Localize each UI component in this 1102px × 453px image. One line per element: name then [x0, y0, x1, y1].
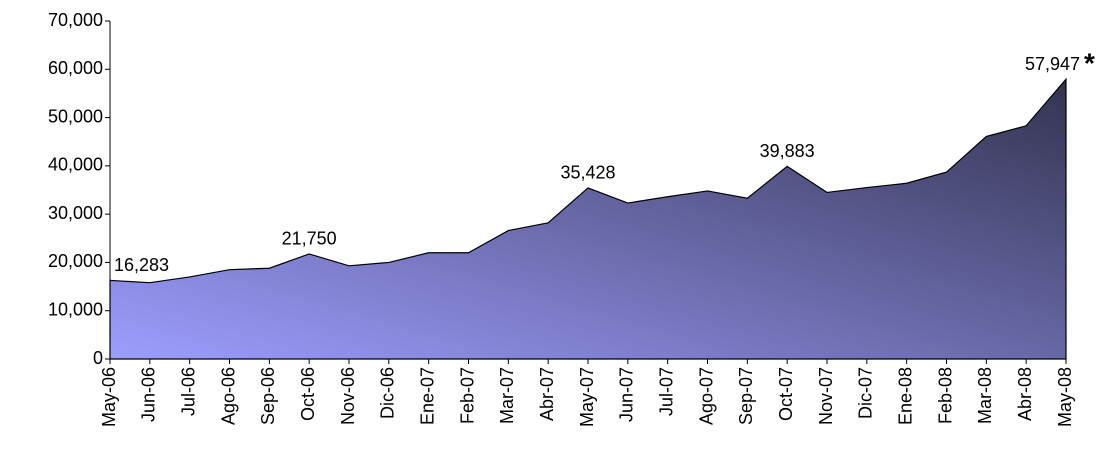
x-tick-label: Nov-07 [816, 367, 836, 425]
x-tick-label: May-06 [99, 367, 119, 427]
value-label: 21,750 [282, 229, 337, 249]
y-tick-label: 0 [93, 348, 103, 368]
x-tick-label: Ago-06 [218, 367, 238, 425]
y-tick-label: 60,000 [48, 58, 103, 78]
x-tick-label: Oct-07 [776, 367, 796, 421]
value-label: 57,947 [1025, 54, 1080, 74]
y-tick-label: 20,000 [48, 251, 103, 271]
x-tick-label: Ene-07 [417, 367, 437, 425]
x-tick-label: Sep-06 [258, 367, 278, 425]
y-tick-label: 40,000 [48, 155, 103, 175]
y-tick-label: 30,000 [48, 203, 103, 223]
value-label: 35,428 [560, 163, 615, 183]
value-label: 39,883 [760, 141, 815, 161]
x-tick-label: Oct-06 [298, 367, 318, 421]
annotation: * [1084, 48, 1095, 79]
x-tick-label: Nov-06 [338, 367, 358, 425]
x-tick-label: Jun-07 [617, 367, 637, 422]
x-tick-label: Jun-06 [139, 367, 159, 422]
x-tick-label: Mar-08 [975, 367, 995, 424]
x-tick-label: May-08 [1055, 367, 1075, 427]
x-tick-label: Feb-07 [457, 367, 477, 424]
x-tick-label: May-07 [577, 367, 597, 427]
x-tick-label: Feb-08 [935, 367, 955, 424]
x-tick-label: Abr-08 [1015, 367, 1035, 421]
value-label: 16,283 [114, 255, 169, 275]
x-tick-label: Ago-07 [696, 367, 716, 425]
x-tick-label: Dic-06 [378, 367, 398, 419]
y-tick-label: 70,000 [48, 10, 103, 30]
x-tick-label: Ene-08 [895, 367, 915, 425]
x-tick-label: Mar-07 [497, 367, 517, 424]
y-tick-label: 50,000 [48, 106, 103, 126]
y-tick-label: 10,000 [48, 299, 103, 319]
x-tick-label: Dic-07 [856, 367, 876, 419]
x-tick-label: Jul-07 [656, 367, 676, 416]
x-tick-label: Jul-06 [178, 367, 198, 416]
x-tick-label: Sep-07 [736, 367, 756, 425]
area [109, 77, 1067, 360]
x-tick-label: Abr-07 [537, 367, 557, 421]
